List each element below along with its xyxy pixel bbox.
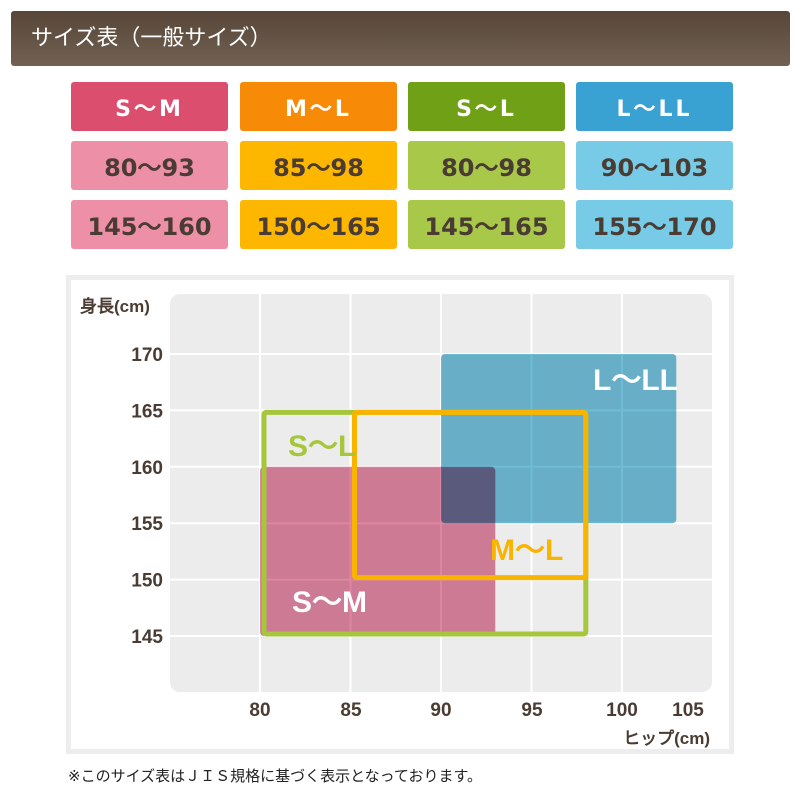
x-tick-label: 80 — [249, 700, 270, 721]
height-range: 145～160 — [71, 200, 228, 249]
hip-range: 90～103 — [576, 141, 733, 190]
chart-frame: 170 165 160 155 150 145 80 85 90 95 100 105 身長(cm) ヒッ… — [66, 275, 734, 754]
series-label: M～L — [490, 534, 563, 567]
series-label: L～LL — [593, 364, 678, 397]
size-label: L～LL — [576, 82, 733, 131]
footnote: ※このサイズ表はＪＩＳ規格に基づく表示となっております。 — [68, 767, 482, 785]
hip-range: 85～98 — [240, 141, 397, 190]
x-tick-label: 90 — [430, 700, 451, 721]
height-range: 145～165 — [408, 200, 565, 249]
x-tick-label: 105 — [672, 700, 704, 721]
size-label: S～M — [71, 82, 228, 131]
size-chart: 170 165 160 155 150 145 80 85 90 95 100 105 身長(cm) ヒッ… — [80, 294, 712, 748]
hip-range: 80～98 — [408, 141, 565, 190]
x-tick-label: 100 — [606, 700, 638, 721]
y-axis-label: 身長(cm) — [80, 296, 150, 316]
hip-range: 80～93 — [71, 141, 228, 190]
size-label: S～L — [408, 82, 565, 131]
page-title: サイズ表（一般サイズ） — [11, 11, 790, 66]
x-axis-label: ヒップ(cm) — [623, 728, 710, 748]
height-range: 150～165 — [240, 200, 397, 249]
range-rect-1 — [260, 466, 496, 636]
series-label: S～M — [292, 586, 367, 619]
range-outline-3 — [352, 409, 589, 581]
size-label: M～L — [240, 82, 397, 131]
x-tick-label: 85 — [340, 700, 362, 721]
y-tick-label: 170 — [131, 345, 163, 366]
y-tick-label: 165 — [131, 401, 163, 422]
y-tick-label: 160 — [131, 458, 163, 479]
series-label: S～L — [288, 430, 356, 463]
y-tick-label: 155 — [131, 514, 163, 535]
y-tick-label: 145 — [131, 627, 163, 648]
y-tick-label: 150 — [131, 571, 163, 592]
range-rect-0 — [441, 354, 677, 524]
x-tick-label: 95 — [521, 700, 543, 721]
height-range: 155～170 — [576, 200, 733, 249]
